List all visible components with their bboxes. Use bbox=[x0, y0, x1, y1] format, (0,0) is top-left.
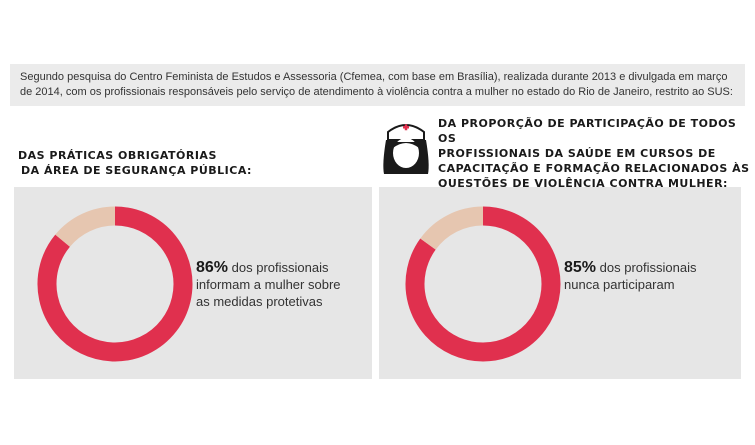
right-chart-title: DA PROPORÇÃO DE PARTICIPAÇÃO DE TODOS OS… bbox=[438, 116, 755, 191]
nurse-icon bbox=[383, 124, 429, 174]
footer-space bbox=[0, 400, 755, 445]
left-panel: 86% dos profissionais informam a mulher … bbox=[14, 187, 372, 379]
right-percent-label: 85% bbox=[564, 259, 597, 276]
left-title-line: DA ÁREA DE SEGURANÇA PÚBLICA: bbox=[21, 164, 252, 177]
right-title-line: PROFISSIONAIS DA SAÚDE EM CURSOS DE bbox=[438, 147, 716, 160]
right-stat-line: dos profissionais bbox=[599, 260, 697, 275]
right-stat-line: nunca participaram bbox=[564, 277, 675, 292]
right-title-line: CAPACITAÇÃO E FORMAÇÃO RELACIONADOS ÀS bbox=[438, 162, 750, 175]
right-title-line: QUESTÕES DE VIOLÊNCIA CONTRA MULHER: bbox=[438, 177, 728, 190]
left-stat: 86% dos profissionais informam a mulher … bbox=[196, 259, 341, 310]
right-title-line: DA PROPORÇÃO DE PARTICIPAÇÃO DE TODOS OS bbox=[438, 117, 737, 145]
donut-slice-main bbox=[405, 206, 561, 362]
right-donut-chart bbox=[405, 206, 561, 362]
left-stat-line: dos profissionais bbox=[231, 260, 329, 275]
left-stat-line: informam a mulher sobre bbox=[196, 277, 341, 292]
right-stat: 85% dos profissionais nunca participaram bbox=[564, 259, 696, 293]
left-stat-line: as medidas protetivas bbox=[196, 294, 323, 309]
intro-text: Segundo pesquisa do Centro Feminista de … bbox=[10, 64, 745, 106]
left-title-line: DAS PRÁTICAS OBRIGATÓRIAS bbox=[18, 149, 217, 162]
donut-slice-remainder bbox=[420, 206, 484, 250]
right-panel: 85% dos profissionais nunca participaram bbox=[379, 187, 741, 379]
left-donut-chart bbox=[37, 206, 193, 362]
donut-slice-main bbox=[37, 206, 193, 362]
left-chart-title: DAS PRÁTICAS OBRIGATÓRIAS DA ÁREA DE SEG… bbox=[18, 148, 252, 178]
donut-slice-remainder bbox=[55, 206, 116, 248]
left-percent-label: 86% bbox=[196, 259, 229, 276]
